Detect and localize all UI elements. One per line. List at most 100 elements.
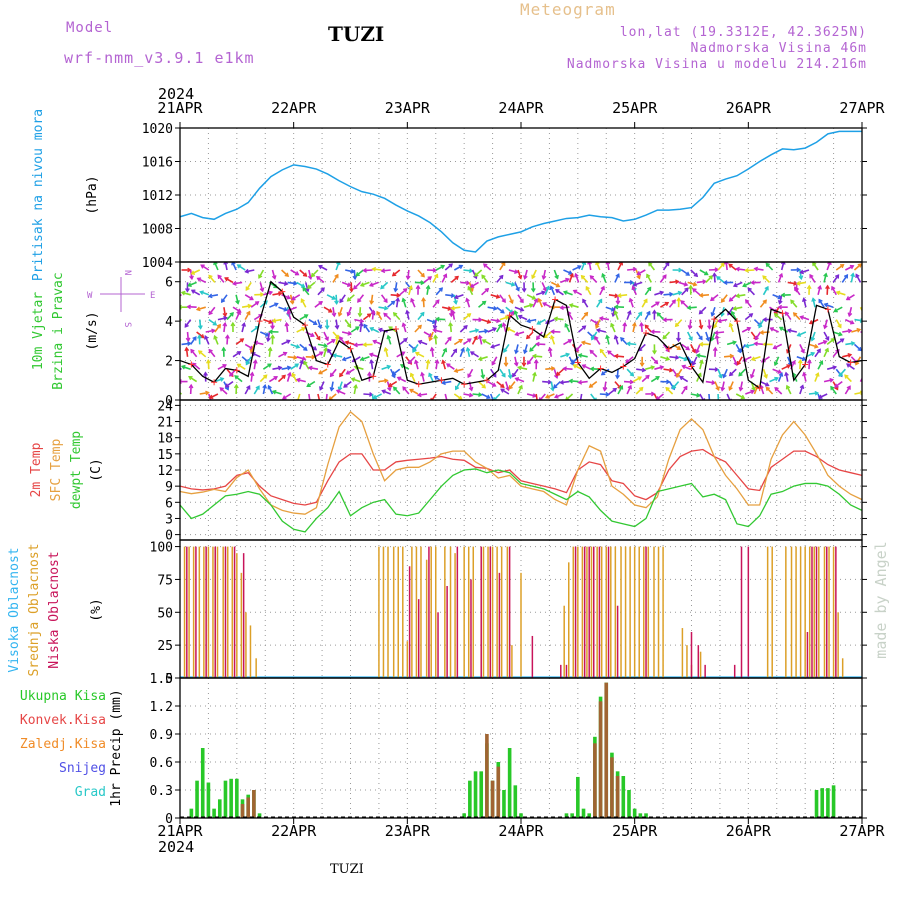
- wind-arrow: [726, 393, 731, 400]
- wind-arrow-head: [410, 297, 415, 303]
- wind-speed-marker: [574, 359, 581, 366]
- wind-arrow: [503, 343, 510, 353]
- wind-arrow: [832, 274, 840, 283]
- wind-arrow-head: [610, 322, 615, 328]
- total-rain-bar: [814, 790, 819, 818]
- wind-arrow: [754, 342, 764, 346]
- wind-arrow: [303, 361, 310, 370]
- wind-arrow-head: [244, 268, 249, 274]
- wind-arrow: [835, 264, 844, 271]
- wind-arrow-head: [547, 346, 553, 352]
- wind-arrow: [710, 294, 719, 301]
- total-rain-bar: [570, 813, 574, 818]
- wind-arrow: [453, 393, 463, 400]
- wind-speed-marker: [529, 326, 536, 333]
- wind-arrow-head: [668, 367, 674, 373]
- wind-arrow: [422, 298, 425, 308]
- wind-arrow: [632, 376, 642, 383]
- temp-2m-label: 2m Temp: [29, 442, 44, 497]
- wind-arrow-head: [774, 386, 779, 392]
- wind-arrow: [560, 306, 570, 309]
- wind-arrow: [390, 294, 400, 297]
- wind-arrow: [402, 298, 407, 308]
- wind-arrow: [191, 289, 201, 296]
- wind-arrow-head: [810, 351, 816, 357]
- wind-arrow-head: [777, 300, 783, 305]
- wind-arrow: [471, 269, 478, 279]
- wind-arrow-head: [467, 285, 472, 291]
- wind-arrow: [526, 331, 534, 339]
- wind-arrow: [423, 276, 432, 284]
- wind-arrow: [732, 356, 738, 366]
- wind-arrow-head: [588, 383, 594, 388]
- wind-arrow: [758, 319, 765, 328]
- total-rain-bar: [507, 748, 512, 818]
- wind-arrow-head: [216, 323, 221, 329]
- wind-arrow-head: [746, 326, 752, 332]
- wind-arrow: [644, 324, 652, 333]
- time-tick-label-bottom: 23APR: [385, 822, 431, 840]
- wind-arrow-head: [572, 364, 578, 369]
- wind-arrow: [296, 281, 305, 288]
- wind-arrow: [436, 318, 446, 321]
- wind-arrow-head: [267, 384, 272, 390]
- wind-arrow-head: [191, 362, 197, 367]
- wind-arrow: [686, 331, 693, 341]
- wind-arrow: [491, 356, 498, 366]
- wind-arrow-head: [648, 262, 653, 267]
- wind-arrow: [581, 341, 591, 346]
- wind-arrow: [417, 269, 425, 278]
- wind-arrow-head: [844, 374, 849, 379]
- wind-arrow: [733, 281, 743, 287]
- wind-arrow: [402, 386, 410, 395]
- convective-rain-bar: [485, 734, 489, 818]
- model-name: wrf-nmm_v3.9.1 e1km: [64, 49, 255, 67]
- wind-arrow-head: [688, 336, 693, 342]
- wind-arrow-head: [316, 336, 321, 341]
- wind-arrow: [669, 280, 679, 284]
- wind-arrow-head: [816, 348, 821, 353]
- total-rain-bar: [223, 780, 228, 818]
- wind-arrow: [772, 368, 782, 374]
- wind-arrow: [851, 328, 861, 333]
- wind-arrow-head: [263, 374, 268, 379]
- wind-arrow-head: [281, 395, 287, 400]
- wind-arrow: [262, 385, 266, 395]
- wind-arrow: [345, 341, 355, 346]
- wind-arrow: [541, 282, 547, 291]
- wind-arrow-head: [420, 311, 425, 317]
- wind-arrow: [554, 317, 564, 321]
- wind-arrow: [406, 310, 410, 320]
- wind-arrow: [633, 281, 643, 286]
- wind-arrow: [715, 335, 719, 345]
- wind-arrow-head: [303, 314, 309, 319]
- y-tick-label: 75: [157, 573, 173, 588]
- model-elevation-label: Nadmorska Visina u modelu 214.216m: [566, 57, 867, 72]
- wind-arrow: [717, 262, 725, 271]
- wind-arrow: [777, 372, 783, 382]
- wind-arrow: [841, 274, 849, 283]
- wind-arrow-head: [838, 372, 843, 377]
- wind-arrow-head: [541, 275, 547, 280]
- wind-arrow-head: [357, 312, 363, 318]
- wind-arrow-head: [481, 384, 487, 389]
- time-tick-label-top: 22APR: [271, 99, 317, 117]
- wind-arrow: [687, 306, 697, 309]
- wind-arrow: [342, 356, 352, 361]
- wind-arrow-head: [332, 353, 337, 358]
- wind-arrow: [582, 299, 589, 308]
- wind-arrow: [742, 281, 752, 287]
- wind-arrow-head: [267, 346, 273, 352]
- wind-arrow: [736, 268, 746, 271]
- wind-arrow-head: [555, 283, 561, 288]
- wind-arrow-head: [814, 390, 820, 396]
- wind-arrow-head: [188, 383, 194, 389]
- wind-arrow: [499, 316, 509, 321]
- convective-rain-bar: [496, 766, 501, 818]
- wind-arrow-head: [626, 341, 631, 347]
- wind-arrow: [499, 294, 506, 303]
- wind-arrow: [237, 363, 246, 370]
- wind-arrow-head: [720, 262, 725, 267]
- wind-arrow-head: [233, 383, 239, 389]
- y-tick-label: 3: [165, 512, 173, 527]
